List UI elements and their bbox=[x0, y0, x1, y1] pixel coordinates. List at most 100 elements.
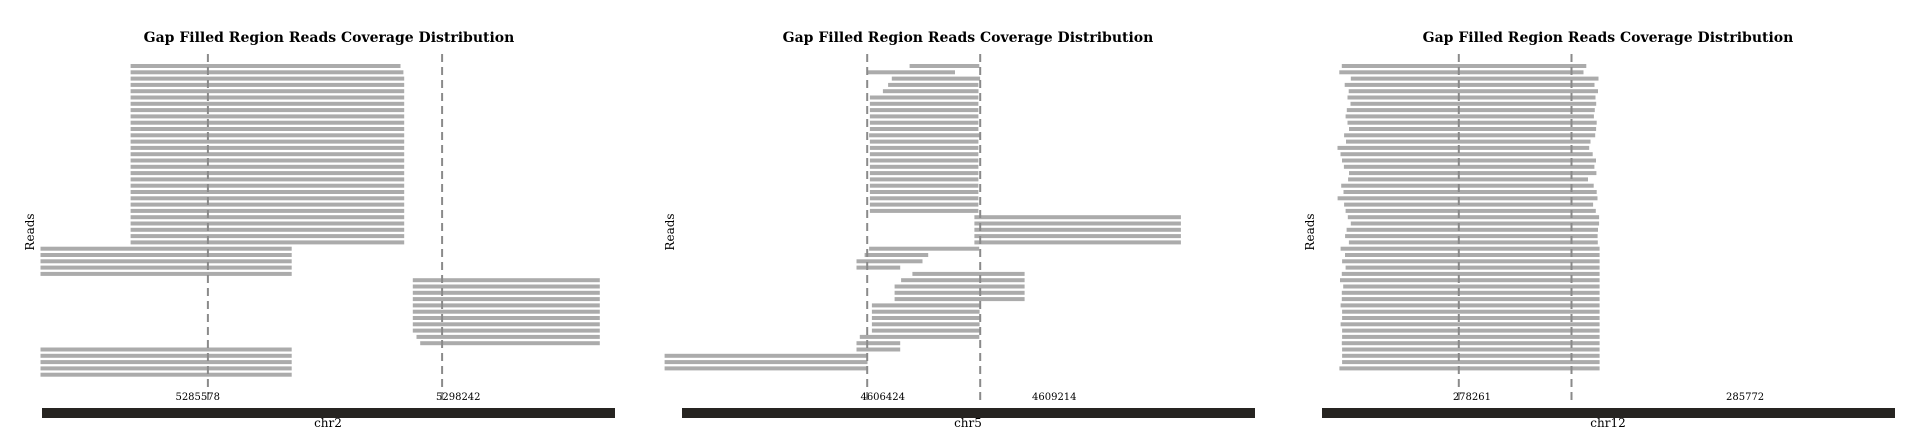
read-bar bbox=[130, 70, 404, 75]
read-bar bbox=[130, 234, 405, 239]
read-bar bbox=[412, 297, 600, 302]
boundary-label-right: 285772 bbox=[1726, 392, 1764, 403]
read-bar bbox=[901, 278, 1025, 283]
chart-title: Gap Filled Region Reads Coverage Distrib… bbox=[144, 30, 515, 46]
read-bar bbox=[1349, 127, 1597, 131]
panel-chr5: Gap Filled Region Reads Coverage Distrib… bbox=[663, 30, 1255, 430]
read-bar bbox=[1346, 108, 1595, 113]
read-bar bbox=[909, 64, 980, 68]
read-bar bbox=[869, 190, 979, 194]
read-bar bbox=[130, 158, 405, 163]
read-bar bbox=[130, 101, 405, 106]
chromosome-bar bbox=[1322, 408, 1895, 418]
read-bar bbox=[1342, 158, 1596, 163]
read-bar bbox=[1344, 133, 1596, 138]
boundary-label-left: 4606424 bbox=[860, 392, 905, 403]
read-bar bbox=[1341, 271, 1600, 276]
read-bar bbox=[1341, 297, 1600, 302]
read-bar bbox=[1345, 208, 1596, 213]
read-bar bbox=[130, 196, 405, 201]
reads-group bbox=[664, 64, 1181, 371]
read-bar bbox=[1350, 76, 1599, 81]
read-bar bbox=[894, 290, 1025, 295]
read-bar bbox=[130, 82, 405, 87]
read-bar bbox=[1342, 353, 1600, 358]
read-bar bbox=[130, 114, 405, 119]
read-bar bbox=[871, 303, 980, 308]
chromosome-label: chr2 bbox=[314, 416, 342, 430]
read-bar bbox=[856, 347, 901, 352]
read-bar bbox=[130, 108, 405, 113]
reads-group bbox=[1337, 64, 1600, 371]
read-bar bbox=[891, 76, 981, 81]
read-bar bbox=[412, 284, 600, 289]
read-bar bbox=[869, 139, 979, 144]
read-bar bbox=[856, 341, 901, 346]
read-bar bbox=[130, 133, 405, 138]
read-bar bbox=[1340, 303, 1600, 308]
chart-title: Gap Filled Region Reads Coverage Distrib… bbox=[783, 30, 1154, 46]
boundary-label-right: 5298242 bbox=[436, 392, 481, 403]
read-bar bbox=[1347, 120, 1597, 125]
panel-chr12: Gap Filled Region Reads Coverage Distrib… bbox=[1303, 30, 1895, 430]
read-bar bbox=[1340, 322, 1600, 327]
read-bar bbox=[1350, 221, 1600, 226]
read-bar bbox=[869, 108, 979, 113]
read-bar bbox=[1348, 240, 1598, 245]
read-bar bbox=[869, 202, 979, 207]
read-bar bbox=[130, 190, 405, 194]
read-bar bbox=[1345, 253, 1600, 257]
read-bar bbox=[40, 353, 292, 358]
read-bar bbox=[869, 120, 979, 125]
read-bar bbox=[130, 215, 405, 220]
read-bar bbox=[1339, 366, 1600, 371]
read-bar bbox=[869, 177, 979, 182]
read-bar bbox=[1342, 316, 1600, 320]
read-bar bbox=[869, 127, 979, 131]
read-bar bbox=[1342, 334, 1600, 339]
read-bar bbox=[1347, 215, 1600, 220]
read-bar bbox=[416, 334, 600, 339]
read-bar bbox=[894, 297, 1025, 302]
read-bar bbox=[664, 360, 868, 365]
read-bar bbox=[871, 328, 980, 333]
read-bar bbox=[130, 227, 405, 232]
read-bar bbox=[130, 171, 405, 176]
read-bar bbox=[894, 284, 1025, 289]
read-bar bbox=[1342, 328, 1600, 333]
read-bar bbox=[1341, 290, 1600, 295]
read-bar bbox=[130, 127, 405, 131]
read-bar bbox=[420, 341, 600, 346]
read-bar bbox=[412, 290, 600, 295]
read-bar bbox=[412, 303, 600, 308]
read-bar bbox=[412, 309, 600, 314]
read-bar bbox=[869, 183, 979, 188]
gap-boundaries bbox=[866, 54, 982, 405]
read-bar bbox=[869, 164, 979, 169]
read-bar bbox=[1341, 341, 1600, 346]
read-bar bbox=[882, 89, 979, 94]
read-bar bbox=[1345, 234, 1598, 239]
read-bar bbox=[1348, 89, 1598, 94]
read-bar bbox=[869, 196, 979, 201]
panel-chr2: Gap Filled Region Reads Coverage Distrib… bbox=[23, 30, 615, 430]
read-bar bbox=[1339, 70, 1584, 75]
read-bar bbox=[867, 70, 955, 75]
reads-group bbox=[40, 64, 600, 377]
read-bar bbox=[412, 316, 600, 320]
read-bar bbox=[1342, 360, 1600, 365]
read-bar bbox=[869, 133, 981, 138]
read-bar bbox=[40, 366, 292, 371]
read-bar bbox=[130, 240, 405, 245]
boundary-label-left: 278261 bbox=[1453, 392, 1491, 403]
read-bar bbox=[1341, 183, 1594, 188]
chromosome-label: chr5 bbox=[954, 416, 982, 430]
read-bar bbox=[40, 253, 292, 257]
read-bar bbox=[869, 101, 979, 106]
read-bar bbox=[869, 158, 979, 163]
read-bar bbox=[1345, 265, 1600, 270]
read-bar bbox=[130, 152, 405, 157]
read-bar bbox=[130, 145, 405, 150]
read-bar bbox=[974, 215, 1181, 220]
read-bar bbox=[1340, 278, 1600, 283]
